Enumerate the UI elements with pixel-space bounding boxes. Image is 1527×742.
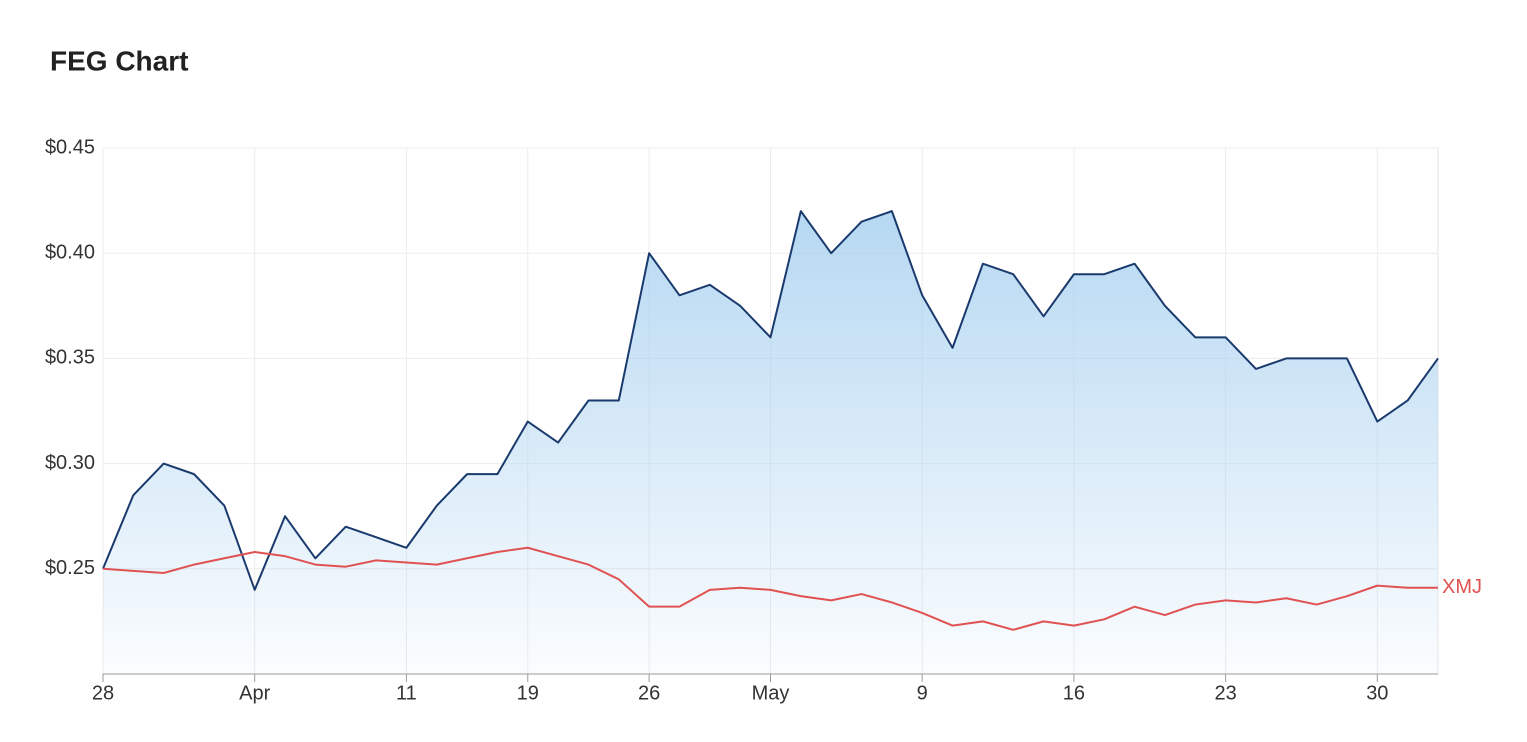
area: [103, 211, 1438, 674]
y-tick-label: $0.30: [45, 452, 95, 474]
x-tick-label: 28: [92, 682, 114, 704]
x-tick-label: 30: [1366, 682, 1388, 704]
y-tick-label: $0.45: [45, 136, 95, 158]
chart-title: FEG Chart: [50, 45, 188, 76]
x-tick-label: May: [752, 682, 790, 704]
line: [102, 546, 1438, 631]
y-tick-label: $0.25: [45, 557, 95, 579]
x-tick-label: 11: [396, 682, 417, 704]
x-tick-label: Apr: [239, 682, 270, 704]
x-tick-label: 16: [1063, 682, 1085, 704]
x-tick-label: 19: [517, 682, 539, 704]
y-tick-label: $0.35: [45, 347, 95, 369]
y-tick-label: $0.40: [45, 241, 95, 263]
line: [102, 210, 1439, 591]
series-label: XMJ: [1442, 576, 1482, 598]
x-tick-label: 26: [638, 682, 660, 704]
x-tick-label: 23: [1214, 682, 1236, 704]
x-tick-label: 9: [917, 682, 928, 704]
